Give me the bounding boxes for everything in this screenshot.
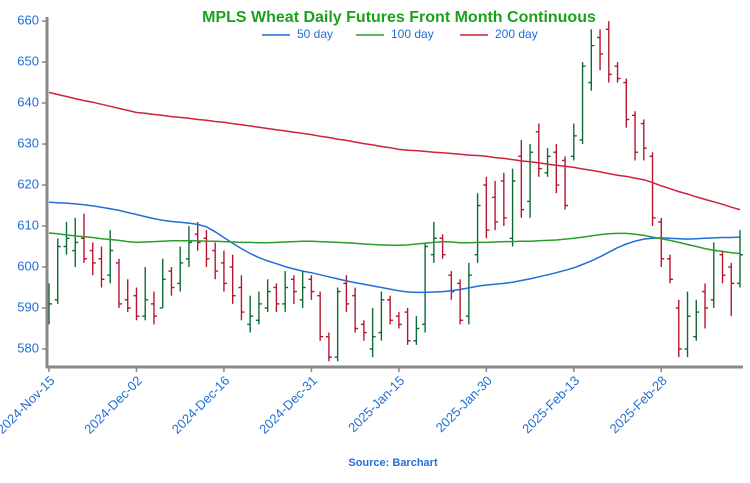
chart-title: MPLS Wheat Daily Futures Front Month Con… [202, 9, 596, 26]
x-tick-label: 2024-Dec-02 [81, 373, 145, 437]
y-tick-label: 580 [17, 340, 39, 355]
x-tick-label: 2024-Nov-15 [0, 373, 58, 437]
moving-average-line [48, 232, 741, 255]
y-tick-label: 590 [17, 299, 39, 314]
y-tick-label: 620 [17, 176, 39, 191]
y-tick-label: 600 [17, 258, 39, 273]
plot-area: 580 590 600 610 620 630 640 650 660 2024-Nov-15 20… [0, 13, 743, 437]
moving-average-line [48, 201, 741, 294]
legend-label: 200 day [495, 27, 538, 41]
x-tick-label: 2025-Feb-28 [607, 373, 670, 436]
y-tick-label: 660 [17, 13, 39, 28]
y-tick-label: 640 [17, 95, 39, 110]
x-tick-label: 2024-Dec-16 [169, 373, 233, 437]
legend-label: 50 day [297, 27, 333, 41]
moving-average-line [48, 91, 741, 211]
x-tick-label: 2025-Feb-13 [519, 373, 582, 436]
x-tick-label: 2024-Dec-31 [256, 373, 320, 437]
y-tick-label: 610 [17, 217, 39, 232]
legend-label: 100 day [391, 27, 434, 41]
x-tick-label: 2025-Jan-30 [433, 373, 495, 435]
x-tick-label: 2025-Jan-15 [345, 373, 407, 435]
source-note: Source: Barchart [348, 457, 438, 469]
y-tick-label: 630 [17, 135, 39, 150]
y-tick-label: 650 [17, 54, 39, 69]
